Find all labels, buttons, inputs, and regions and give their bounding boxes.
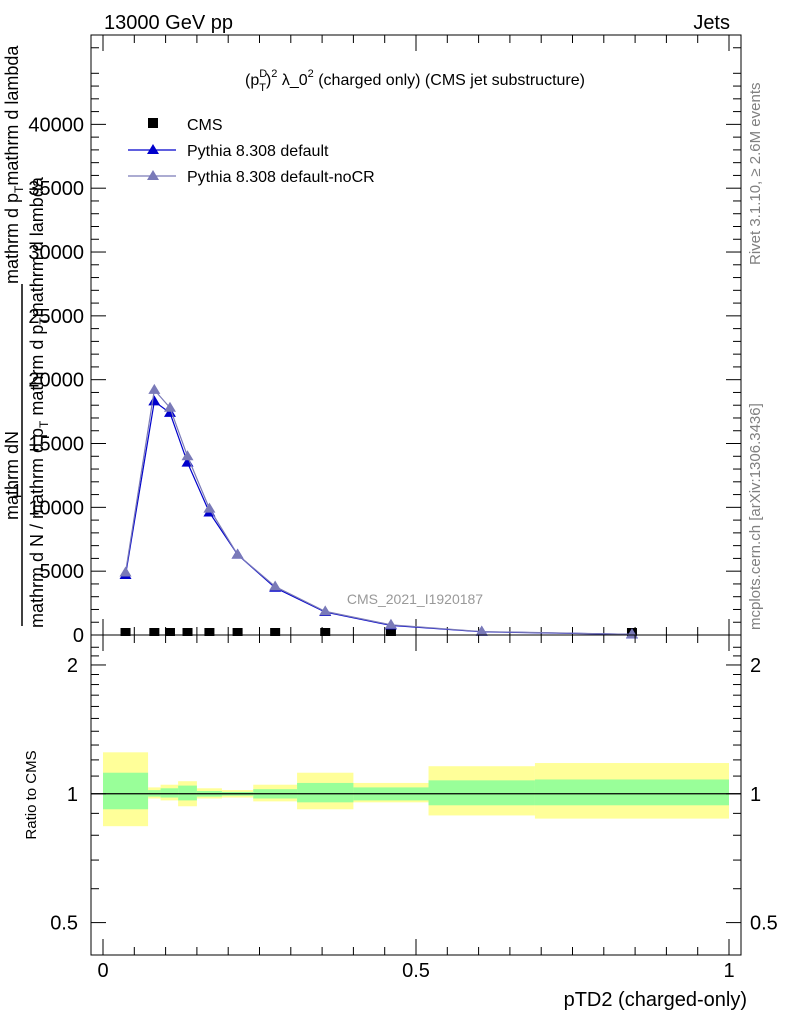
series-2-point [148, 383, 161, 394]
main-y-axis: 0 5000 10000 15000 20000 25000 30000 35000 40000 [28, 47, 741, 647]
ratio-y-axis: 0.5 0.5 1 1 2 2 [50, 646, 778, 935]
ratio-y-tick-label-right: 0.5 [750, 913, 778, 935]
ratio-y-tick-label-right: 2 [750, 655, 761, 677]
y-tick-label: 40000 [28, 114, 84, 136]
header-right: Jets [693, 12, 730, 34]
cms-data-point [385, 628, 396, 636]
ratio-y-tick-label-right: 1 [750, 784, 761, 806]
header-left: 13000 GeV pp [104, 12, 233, 34]
x-tick-label: 1 [723, 960, 734, 982]
cms-data-point [232, 628, 243, 636]
series-2-point [384, 618, 397, 629]
rivet-label: Rivet 3.1.10, ≥ 2.6M events [747, 83, 764, 266]
y-tick-label: 10000 [28, 497, 84, 519]
ratio-x-axis: 0 0.5 1 [97, 635, 735, 982]
cms-data-point [120, 628, 131, 636]
series-2-point [269, 580, 282, 591]
series-2-point [203, 502, 216, 513]
series-2-point [475, 625, 488, 636]
main-y-axis-label: mathrm dN mathrm d pTmathrm d lambda 1 m… [2, 45, 51, 628]
main-panel: 0 5000 10000 15000 20000 25000 30000 35000 40000… [2, 34, 742, 647]
series-2-point [163, 401, 176, 412]
series-1-point [148, 395, 161, 406]
ratio-y-tick-label: 2 [67, 655, 78, 677]
ratio-stat-band [428, 780, 535, 806]
series-2-point [181, 450, 194, 461]
legend-nocr-marker [147, 170, 159, 180]
ratio-y-tick-label: 1 [67, 784, 78, 806]
cms-data-point [204, 628, 215, 636]
y-tick-label: 0 [73, 625, 84, 647]
x-tick-label: 0 [97, 960, 108, 982]
y-label-top-denominator: mathrm d pTmathrm d lambda [2, 45, 26, 284]
y-label-one: 1 [12, 481, 22, 501]
ratio-y-axis-label: Ratio to CMS [23, 750, 40, 839]
mcplots-label: mcplots.cern.ch [arXiv:1306.3436] [747, 403, 764, 630]
ratio-bands [103, 752, 729, 827]
legend-cms-label: CMS [187, 117, 223, 134]
ratio-stat-band [160, 788, 179, 798]
y-label-top: mathrm dN [2, 431, 22, 520]
legend-nocr-label: Pythia 8.308 default-noCR [187, 169, 375, 186]
x-axis-label: pTD2 (charged-only) [564, 989, 747, 1011]
ratio-panel: 0.5 0.51 12 2 0 0.5 1 Ratio to CMS pTD2 (char… [23, 634, 778, 1011]
x-tick-label: 0.5 [402, 960, 430, 982]
y-tick-label: 35000 [28, 178, 84, 200]
ratio-y-tick-label: 0.5 [50, 913, 78, 935]
cms-data-point [149, 628, 160, 636]
ratio-stat-band [297, 782, 354, 803]
series-2-point [319, 605, 332, 616]
legend: CMS Pythia 8.308 default Pythia 8.308 de… [128, 117, 375, 186]
chart-title: (pD T)2 λ_02 (charged only) (CMS jet subs… [245, 68, 585, 94]
y-tick-label: 15000 [28, 434, 84, 456]
ratio-stat-band [534, 779, 729, 806]
legend-default-label: Pythia 8.308 default [187, 143, 329, 160]
legend-cms-marker [148, 118, 158, 128]
y-label-bottom: mathrm d N / mathrm d pT mathrm d pTmath… [27, 176, 51, 628]
cms-data-point [320, 628, 331, 636]
cms-data-point [164, 628, 175, 636]
series-2-point [119, 566, 132, 577]
y-tick-label: 30000 [28, 242, 84, 264]
y-tick-label: 5000 [40, 561, 85, 583]
cms-data-point [182, 628, 193, 636]
ratio-stat-band [103, 772, 149, 810]
series-2-point [231, 548, 244, 559]
analysis-watermark: CMS_2021_I1920187 [347, 591, 483, 607]
legend-default-marker [147, 144, 159, 154]
ratio-stat-band [178, 785, 197, 801]
cms-data-point [270, 628, 281, 636]
main-series [119, 383, 638, 639]
y-tick-label: 25000 [28, 306, 84, 328]
y-tick-label: 20000 [28, 370, 84, 392]
